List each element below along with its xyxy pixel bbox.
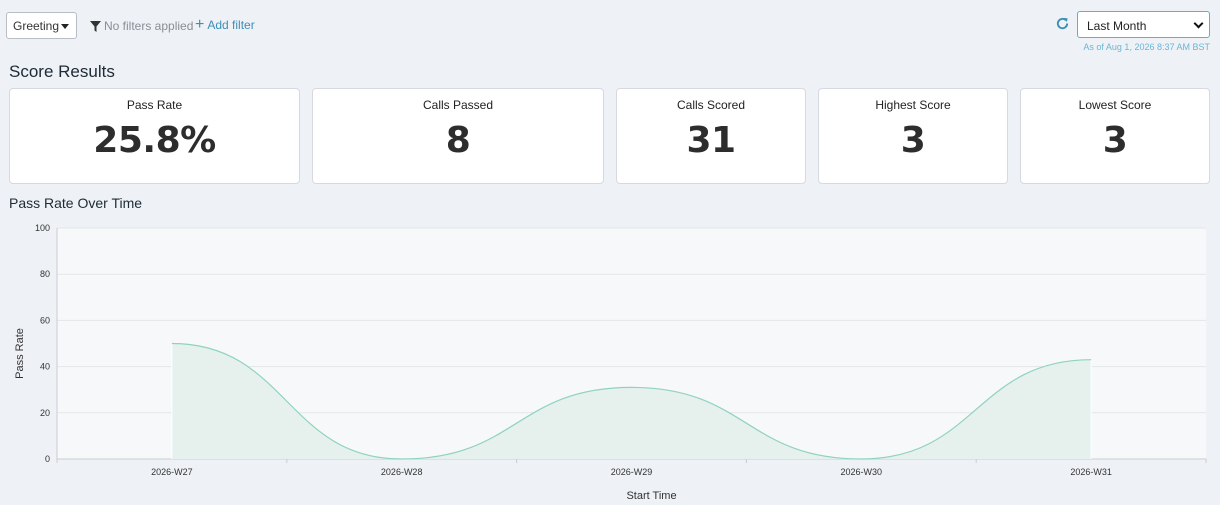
x-tick-label: 2026-W31 xyxy=(1070,467,1112,477)
kpi-label: Lowest Score xyxy=(1078,98,1152,112)
kpi-value: 8 xyxy=(445,120,471,161)
kpi-label: Highest Score xyxy=(875,98,951,112)
kpi-card-calls-scored: Calls Scored 31 xyxy=(616,88,806,184)
kpi-card-highest-score: Highest Score 3 xyxy=(818,88,1008,184)
refresh-icon[interactable] xyxy=(1055,16,1070,31)
kpi-card-calls-passed: Calls Passed 8 xyxy=(312,88,604,184)
kpi-value: 31 xyxy=(686,120,736,161)
pass-rate-chart: 0 20 40 60 80 100 2026-W27 2026-W28 2026-W29 2026… xyxy=(0,215,1220,505)
y-tick-label: 20 xyxy=(40,408,50,418)
x-axis-title: Start Time xyxy=(626,490,676,502)
x-tick-label: 2026-W30 xyxy=(841,467,883,477)
scope-select-value: Greeting xyxy=(13,19,60,33)
x-tick-label: 2026-W27 xyxy=(151,467,193,477)
kpi-card-pass-rate: Pass Rate 25.8% xyxy=(9,88,300,184)
section-title-pass-rate-over-time: Pass Rate Over Time xyxy=(9,195,143,211)
plus-icon: + xyxy=(195,16,205,33)
y-tick-label: 100 xyxy=(35,223,50,233)
kpi-value: 3 xyxy=(1102,120,1128,161)
y-axis-title: Pass Rate xyxy=(14,328,26,379)
kpi-label: Calls Scored xyxy=(676,98,746,112)
add-filter-button[interactable]: + Add filter xyxy=(195,16,255,33)
filter-icon xyxy=(90,20,101,32)
filter-status-text: No filters applied xyxy=(104,19,194,33)
period-select[interactable]: Last Month xyxy=(1077,11,1210,38)
kpi-label: Calls Passed xyxy=(422,98,494,112)
caret-down-icon xyxy=(61,24,69,29)
as-of-timestamp: As of Aug 1, 2026 8:37 AM BST xyxy=(1083,42,1210,52)
kpi-card-lowest-score: Lowest Score 3 xyxy=(1020,88,1210,184)
toolbar: Greeting No filters applied + Add filter… xyxy=(6,11,1210,39)
filter-status: No filters applied xyxy=(90,19,193,33)
y-tick-label: 40 xyxy=(40,362,50,372)
series-area xyxy=(171,343,1092,459)
chevron-down-icon xyxy=(1193,18,1204,29)
section-title-score-results: Score Results xyxy=(9,62,115,81)
x-tick-label: 2026-W28 xyxy=(381,467,423,477)
period-select-value: Last Month xyxy=(1087,19,1147,33)
add-filter-label: Add filter xyxy=(207,18,255,32)
pass-rate-chart-svg: 0 20 40 60 80 100 2026-W27 2026-W28 2026-W29 2026… xyxy=(14,223,1207,502)
kpi-value: 25.8% xyxy=(93,120,216,161)
kpi-label: Pass Rate xyxy=(126,98,183,112)
y-tick-label: 60 xyxy=(40,315,50,325)
x-tick-label: 2026-W29 xyxy=(611,467,653,477)
kpi-value: 3 xyxy=(900,120,926,161)
y-tick-label: 0 xyxy=(45,454,50,464)
scope-select[interactable]: Greeting xyxy=(6,12,77,39)
y-tick-label: 80 xyxy=(40,269,50,279)
